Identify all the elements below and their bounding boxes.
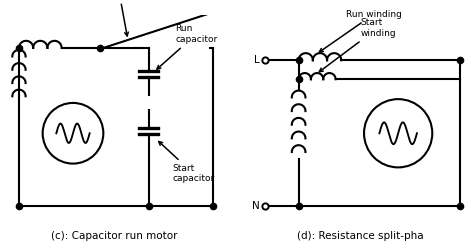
Text: Centrifugal
switch: Centrifugal switch xyxy=(93,0,144,36)
Text: N: N xyxy=(252,201,260,211)
Text: (d): Resistance split-pha: (d): Resistance split-pha xyxy=(297,231,424,241)
Text: Run
capacitor: Run capacitor xyxy=(157,24,218,69)
Text: L: L xyxy=(254,55,260,65)
Text: Run winding: Run winding xyxy=(319,10,402,52)
Text: (c): Capacitor run motor: (c): Capacitor run motor xyxy=(51,231,177,241)
Text: Start
capacitor: Start capacitor xyxy=(159,142,215,184)
Text: Start
winding: Start winding xyxy=(319,18,396,72)
